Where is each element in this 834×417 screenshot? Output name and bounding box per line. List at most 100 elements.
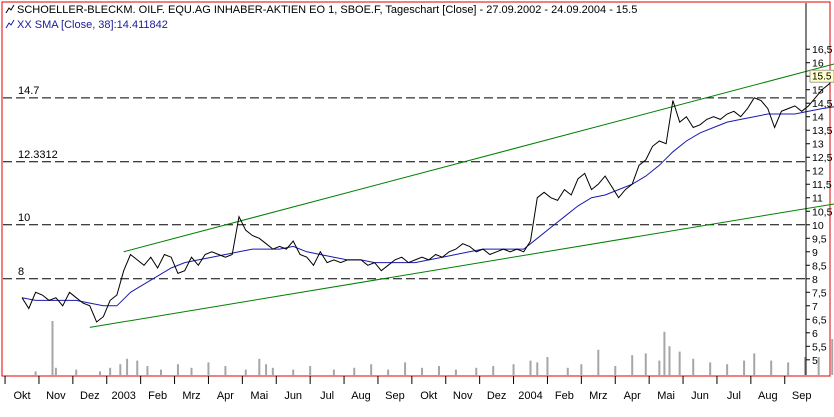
y-tick-label: 14,5: [812, 98, 833, 110]
volume-bar: [51, 321, 54, 375]
x-tick-label: Mai: [657, 390, 675, 402]
x-tick-label: Feb: [555, 390, 574, 402]
volume-bar: [753, 353, 756, 375]
volume-bar: [492, 366, 495, 375]
volume-bar: [387, 369, 390, 375]
volume-bar: [743, 360, 746, 375]
last-value-badge: 15.5: [809, 69, 834, 83]
volume-bar: [370, 364, 373, 375]
volume-bar: [136, 360, 139, 375]
x-tick-label: Jun: [284, 390, 302, 402]
x-tick-label: 2003: [111, 390, 135, 402]
volume-bar: [119, 364, 122, 375]
volume-bar: [787, 362, 790, 375]
x-tick-label: Jul: [320, 390, 334, 402]
trend-line: [123, 63, 834, 253]
x-tick-label: 2004: [518, 390, 542, 402]
y-tick-label: 5: [812, 355, 818, 367]
y-tick-label: 11: [812, 193, 823, 205]
x-tick-label: Apr: [217, 390, 234, 402]
x-tick-label: Aug: [758, 390, 778, 402]
volume-bar: [332, 369, 335, 375]
x-tick-label: Dez: [487, 390, 507, 402]
volume-bar: [614, 366, 617, 375]
volume-bar: [726, 364, 729, 375]
volume-bar: [658, 360, 661, 375]
volume-bar: [98, 371, 101, 375]
volume-bar: [536, 362, 539, 375]
price-series: [21, 77, 834, 323]
y-tick-label: 13: [812, 139, 824, 151]
volume-bar: [309, 366, 312, 375]
level-labels: 14.7 12.3312 10 8: [18, 85, 58, 278]
level-label: 10: [18, 212, 30, 224]
volume-bar: [146, 366, 149, 375]
volume-bar: [475, 367, 478, 375]
volume-bar: [817, 357, 820, 375]
volume-bar: [663, 331, 666, 375]
volume-bar: [404, 362, 407, 375]
y-tick-label: 16,5: [812, 44, 833, 56]
level-label: 12.3312: [18, 149, 58, 161]
x-tick-label: Sep: [385, 390, 405, 402]
y-tick-label: 14: [812, 112, 824, 124]
close-price-line: [21, 77, 834, 323]
chart-title: SCHOELLER-BLECKM. OILF. EQU.AG INHABER-A…: [17, 4, 637, 16]
x-tick-label: Okt: [13, 390, 30, 402]
x-tick-label: Nov: [453, 390, 473, 402]
volume-bar: [512, 364, 515, 375]
y-tick-label: 12: [812, 166, 824, 178]
y-tick-label: 8: [812, 274, 818, 286]
volume-bar: [292, 369, 295, 375]
volume-bar: [190, 367, 193, 375]
line-chart-icon: [5, 4, 15, 14]
volume-bar: [678, 351, 681, 375]
x-tick-label: Mrz: [589, 390, 607, 402]
volume-bar: [258, 358, 261, 375]
volume-bar: [437, 366, 440, 375]
volume-bar: [597, 349, 600, 375]
volume-bar: [159, 369, 162, 375]
y-tick-label: 6,5: [812, 314, 827, 326]
x-tick-label: Feb: [148, 390, 167, 402]
volume-bar: [207, 362, 210, 375]
volume-bar: [421, 367, 424, 375]
level-label: 14.7: [18, 85, 39, 97]
y-tick-label: 15: [812, 85, 824, 97]
x-tick-label: Aug: [351, 390, 371, 402]
volume-bar: [224, 366, 227, 375]
volume-bar: [176, 364, 179, 375]
x-tick-label: Mai: [250, 390, 268, 402]
y-tick-label: 6: [812, 328, 818, 340]
x-tick-label: Nov: [46, 390, 66, 402]
volume-bar: [34, 371, 37, 375]
level-label: 8: [18, 266, 24, 278]
y-tick-label: 13,5: [812, 125, 833, 137]
volume-bar: [529, 360, 532, 375]
volume-bar: [709, 362, 712, 375]
x-tick-label: Apr: [624, 390, 641, 402]
y-tick-label: 5,5: [812, 341, 827, 353]
y-tick-label: 8,5: [812, 260, 827, 272]
volume-bar: [109, 367, 112, 375]
x-tick-label: Jun: [691, 390, 709, 402]
x-tick-label: Dez: [80, 390, 100, 402]
x-tick-label: Sep: [792, 390, 812, 402]
level-lines: [3, 97, 806, 280]
x-axis: Okt Nov Dez 2003 Feb Mrz Apr Mai Jun Jul Aug Sep Okt…: [4, 376, 812, 402]
y-tick-label: 16: [812, 58, 824, 70]
x-tick-label: Jul: [727, 390, 741, 402]
y-tick-label: 7,5: [812, 287, 827, 299]
indicator-label: XX SMA [Close, 38]:14.411842: [17, 19, 168, 31]
volume-bar: [831, 339, 834, 375]
volume-bar: [454, 369, 457, 375]
volume-bar: [692, 358, 695, 375]
y-tick-label: 7: [812, 301, 818, 313]
volume-bar: [75, 369, 78, 375]
volume-bar: [668, 346, 671, 375]
volume-bar: [566, 367, 569, 375]
y-tick-label: 12,5: [812, 152, 833, 164]
